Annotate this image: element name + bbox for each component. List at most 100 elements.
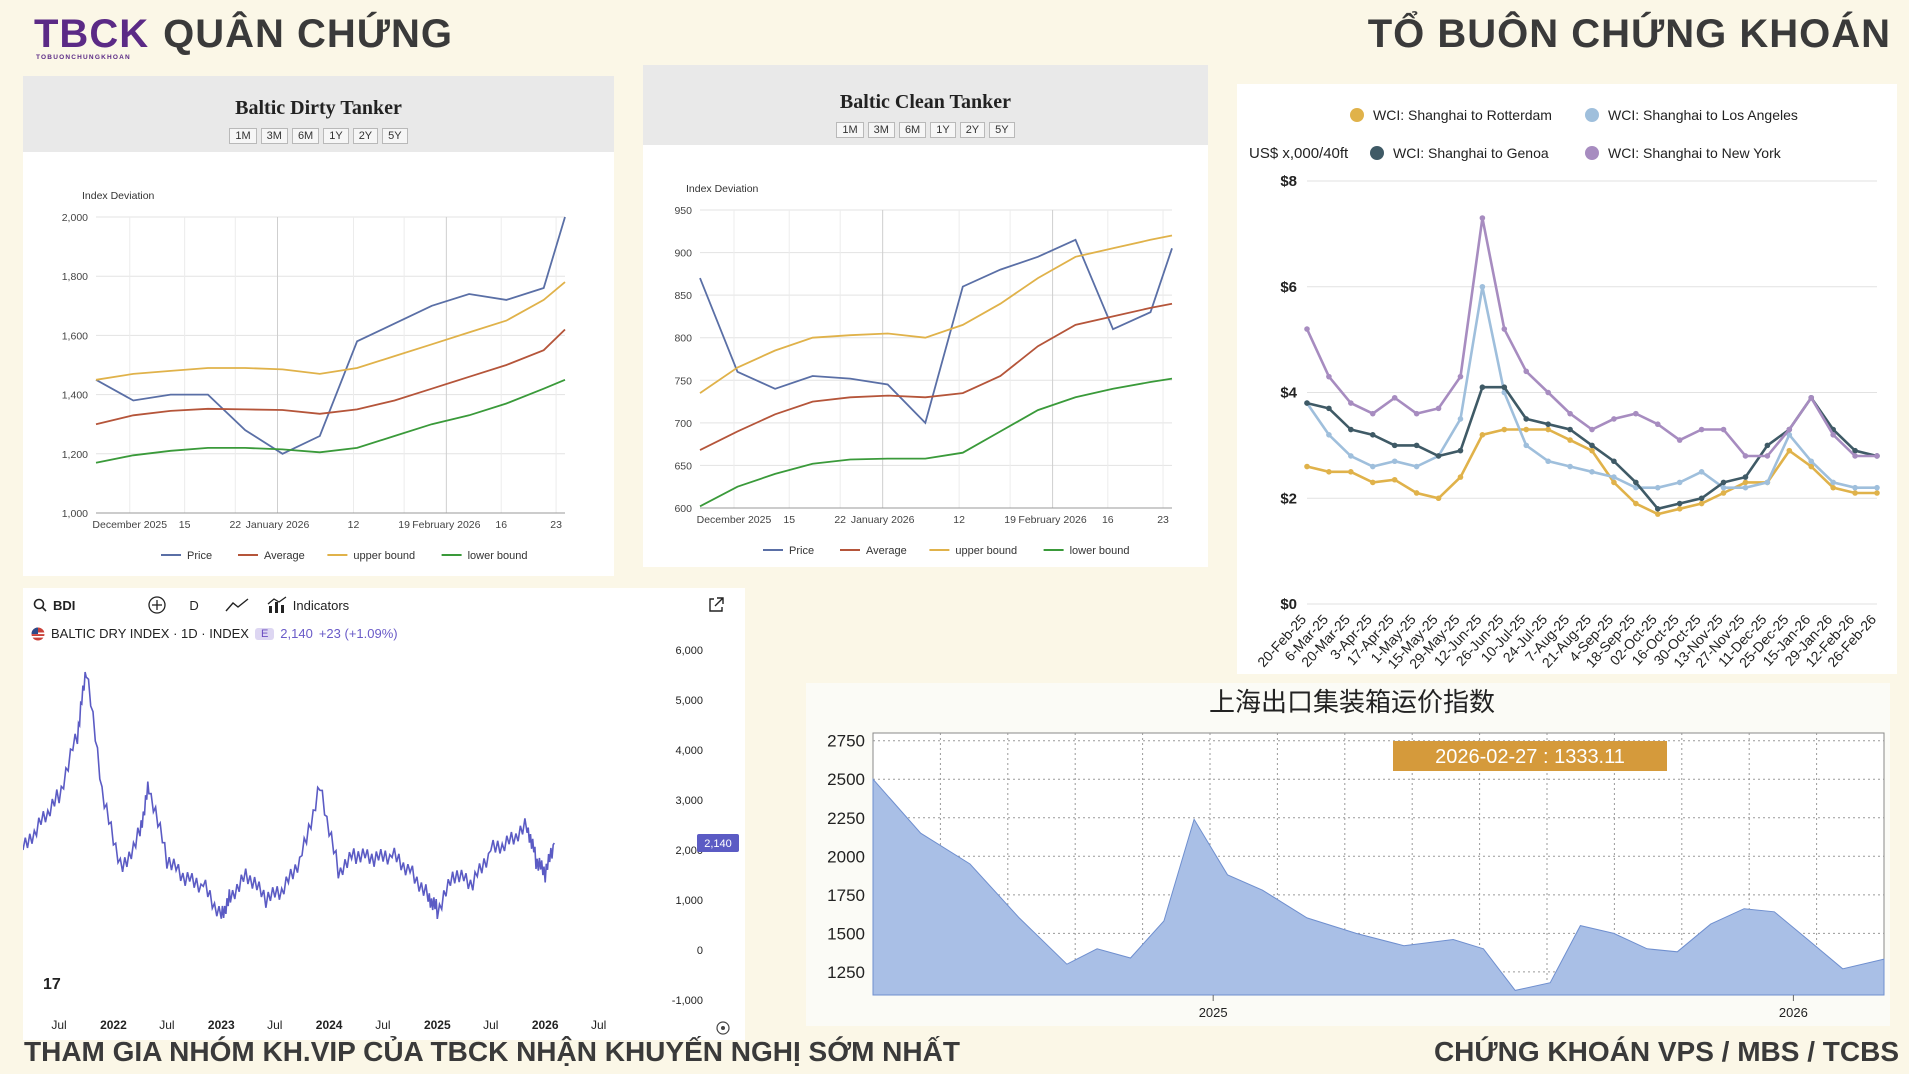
range-5y-button[interactable]: 5Y: [989, 122, 1015, 138]
clean-tanker-chart: Index Deviation 600 650 700 750 800 850 900 950 D…: [674, 183, 1173, 557]
data-point: [1698, 495, 1705, 502]
data-point: [1676, 479, 1683, 486]
settings-icon-dot: [721, 1026, 725, 1030]
dirty-tanker-chart: Index Deviation 1,000 1,200 1,400 1,600 1,800…: [62, 190, 566, 562]
data-point: [1654, 511, 1661, 517]
y-tick-label: 900: [674, 248, 692, 260]
range-1m-button[interactable]: 1M: [836, 122, 864, 138]
x-tick-label: December 2025: [697, 514, 772, 526]
dirty-tanker-panel: Baltic Dirty Tanker 1M 3M 6M 1Y 2Y 5Y In…: [23, 76, 614, 576]
data-point: [1413, 490, 1420, 496]
series-line-lower-bound: [95, 378, 566, 464]
data-point: [1698, 469, 1705, 475]
tradingview-logo: 17: [43, 976, 61, 993]
legend-value: 2,140: [280, 626, 313, 641]
data-point: [1874, 484, 1880, 491]
range-5y-button[interactable]: 5Y: [382, 128, 408, 144]
data-point: [1545, 426, 1551, 433]
range-6m-button[interactable]: 6M: [898, 122, 927, 138]
data-point: [1852, 490, 1858, 496]
bdi-line: [23, 671, 555, 920]
symbol-search[interactable]: BDI: [33, 598, 75, 613]
data-point: [1764, 453, 1771, 459]
y-tick-label: $2: [1280, 490, 1297, 507]
data-point: [1479, 384, 1486, 391]
legend-entry: upper bound: [955, 545, 1017, 557]
range-1y-button[interactable]: 1Y: [323, 128, 349, 144]
indicators-button[interactable]: Indicators: [267, 596, 349, 614]
interval-button[interactable]: D: [189, 597, 199, 613]
y-tick-label: 2,000: [62, 212, 88, 224]
data-point: [1567, 437, 1573, 443]
data-point: [1764, 442, 1771, 449]
brand-logo: TBCK QUÂN CHỨNG: [34, 12, 453, 57]
y-tick-label: 1500: [827, 924, 865, 943]
range-1y-button[interactable]: 1Y: [930, 122, 956, 138]
data-point: [1567, 426, 1573, 433]
dirty-tanker-header: Baltic Dirty Tanker 1M 3M 6M 1Y 2Y 5Y: [23, 76, 614, 152]
legend-entry: Average: [866, 545, 907, 557]
data-point: [1742, 474, 1749, 480]
data-point: [1611, 479, 1617, 486]
legend-swatch: [1370, 146, 1384, 160]
x-tick-label: 23: [1157, 514, 1169, 526]
legend-swatch: [1585, 108, 1599, 122]
share-button[interactable]: [707, 596, 725, 614]
x-tick-label: January 2026: [851, 514, 915, 526]
data-point: [1808, 458, 1815, 465]
y-tick-label: 1750: [827, 886, 865, 905]
range-2y-button[interactable]: 2Y: [959, 122, 986, 138]
range-2y-button[interactable]: 2Y: [352, 128, 379, 144]
data-point: [1501, 326, 1508, 332]
data-point: [1501, 384, 1508, 391]
data-point: [1348, 426, 1354, 433]
legend-entry: Average: [264, 550, 305, 562]
scfi-area: [872, 777, 1885, 996]
y-tick-label: 1,800: [62, 271, 88, 283]
data-point: [1852, 447, 1858, 454]
x-tick-label: 23: [550, 519, 562, 531]
data-point: [1874, 453, 1880, 459]
compare-button[interactable]: [147, 595, 167, 615]
chart-type-button[interactable]: [225, 597, 249, 613]
legend-change: +23 (+1.09%): [318, 626, 398, 641]
series-line-average: [699, 302, 1173, 451]
x-tick-label: 2025: [1199, 1005, 1228, 1020]
data-point: [1633, 479, 1639, 486]
y-tick-label: 3,000: [675, 795, 703, 807]
x-tick-label: Jul: [591, 1018, 606, 1032]
data-point: [1676, 500, 1683, 507]
data-point: [1304, 326, 1310, 332]
range-6m-button[interactable]: 6M: [291, 128, 320, 144]
legend-swatch: [1350, 108, 1364, 122]
data-point: [1698, 500, 1705, 507]
y-tick-label: -1,000: [672, 995, 703, 1007]
bdi-chart: -1,000 0 1,000 2,000 3,000 4,000 5,000 6,000 Jul…: [23, 645, 739, 1035]
page-title: TỔ BUÔN CHỨNG KHOÁN: [1367, 12, 1891, 56]
data-point: [1720, 426, 1727, 433]
y-tick-label: 1,200: [62, 449, 88, 461]
x-tick-label: 2026: [532, 1018, 559, 1032]
data-point: [1391, 394, 1398, 401]
bdi-panel: BDI D Indicators BALTIC DRY INDEX · 1D ·…: [23, 588, 745, 1040]
data-point: [1830, 484, 1836, 491]
data-point: [1698, 426, 1705, 433]
search-icon: [33, 598, 47, 612]
range-1m-button[interactable]: 1M: [229, 128, 257, 144]
data-point: [1589, 469, 1595, 475]
series-line-upper-bound: [699, 234, 1173, 394]
range-3m-button[interactable]: 3M: [867, 122, 895, 138]
data-point: [1852, 484, 1858, 491]
brand-mark: TBCK: [34, 12, 150, 56]
data-point: [1676, 506, 1683, 512]
series-line-price: [699, 238, 1173, 425]
price-tag-label: 2,140: [704, 838, 732, 850]
y-tick-label: 2,000: [675, 845, 703, 857]
y-tick-label: 1,000: [62, 508, 88, 520]
x-tick-label: 2023: [208, 1018, 235, 1032]
data-point: [1567, 410, 1573, 417]
range-3m-button[interactable]: 3M: [260, 128, 288, 144]
x-tick-label: Jul: [51, 1018, 66, 1032]
brand-subtitle: TOBUONCHUNGKHOAN: [36, 54, 131, 61]
x-tick-label: 22: [834, 514, 846, 526]
